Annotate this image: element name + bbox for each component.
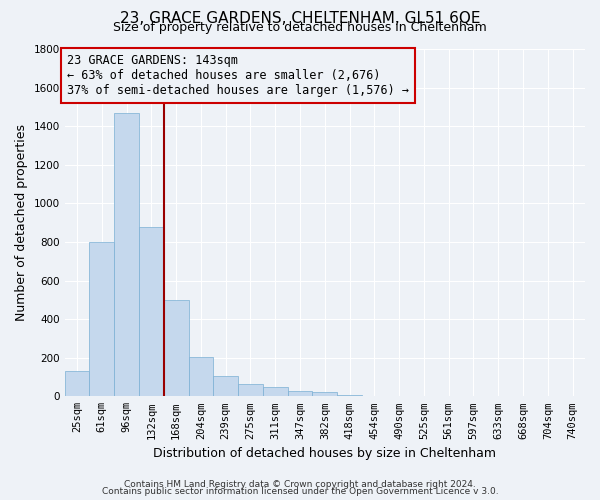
Bar: [214, 376, 238, 396]
Text: Size of property relative to detached houses in Cheltenham: Size of property relative to detached ho…: [113, 21, 487, 34]
Bar: [263, 386, 287, 396]
Text: Contains public sector information licensed under the Open Government Licence v : Contains public sector information licen…: [101, 487, 499, 496]
Bar: [139, 226, 164, 396]
Y-axis label: Number of detached properties: Number of detached properties: [15, 124, 28, 321]
Text: 23, GRACE GARDENS, CHELTENHAM, GL51 6QE: 23, GRACE GARDENS, CHELTENHAM, GL51 6QE: [120, 11, 480, 26]
Bar: [89, 242, 114, 396]
Bar: [114, 112, 139, 397]
Bar: [65, 371, 89, 396]
Bar: [287, 390, 313, 396]
Bar: [188, 357, 214, 397]
Bar: [238, 384, 263, 396]
Text: Contains HM Land Registry data © Crown copyright and database right 2024.: Contains HM Land Registry data © Crown c…: [124, 480, 476, 489]
Bar: [313, 392, 337, 396]
Text: 23 GRACE GARDENS: 143sqm
← 63% of detached houses are smaller (2,676)
37% of sem: 23 GRACE GARDENS: 143sqm ← 63% of detach…: [67, 54, 409, 97]
Bar: [164, 300, 188, 396]
X-axis label: Distribution of detached houses by size in Cheltenham: Distribution of detached houses by size …: [154, 447, 496, 460]
